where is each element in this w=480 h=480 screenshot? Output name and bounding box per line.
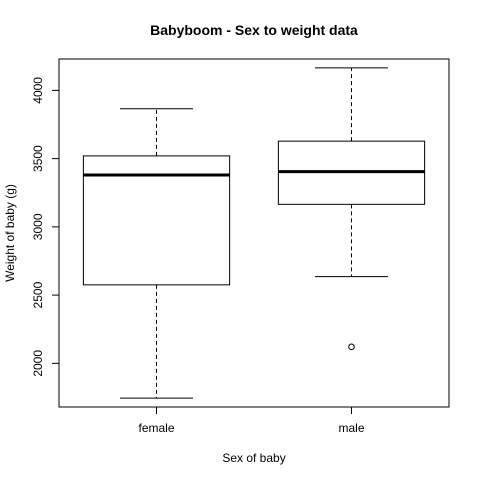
x-tick-label: female	[138, 421, 174, 435]
y-tick-label: 2000	[31, 350, 45, 377]
y-axis-label: Weight of baby (g)	[3, 184, 17, 282]
box-male	[277, 67, 426, 351]
y-tick-label: 3500	[31, 145, 45, 172]
x-tick-label: male	[338, 421, 364, 435]
y-tick-label: 4000	[31, 77, 45, 104]
y-tick-label: 3000	[31, 213, 45, 240]
iqr-box	[82, 155, 231, 286]
outlier-point	[348, 343, 355, 351]
y-tick-label: 2500	[31, 281, 45, 308]
boxes	[82, 67, 426, 399]
box-female	[82, 108, 231, 399]
y-axis: 2000 2500 3000 3500 4000	[31, 77, 60, 377]
x-axis: female male	[138, 406, 365, 435]
x-axis-label: Sex of baby	[222, 451, 285, 465]
chart-title: Babyboom - Sex to weight data	[150, 22, 358, 38]
